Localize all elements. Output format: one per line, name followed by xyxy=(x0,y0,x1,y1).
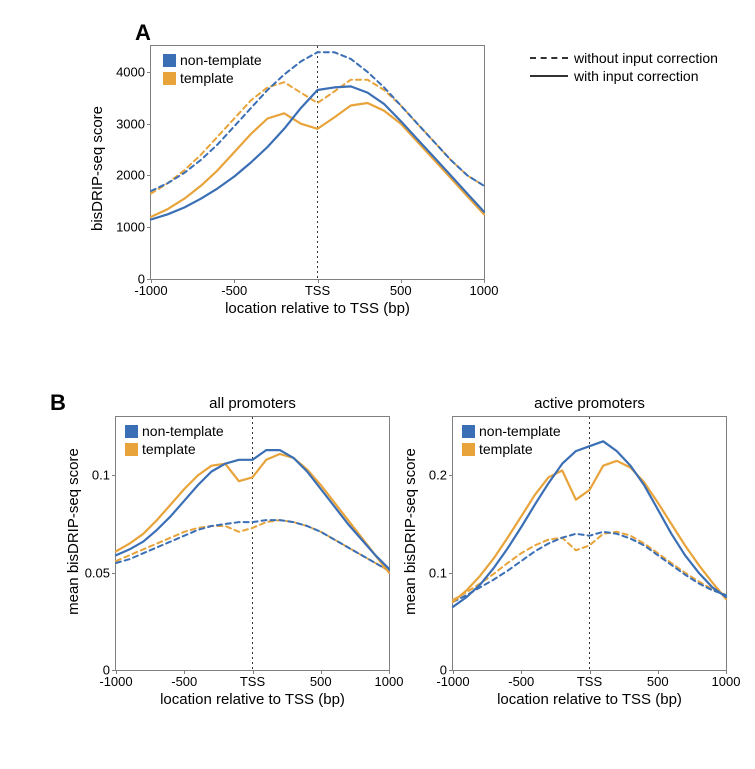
legend-label-non-template: non-template xyxy=(180,52,262,68)
chart-b-right-title: active promoters xyxy=(452,395,727,412)
ytick-label: 1000 xyxy=(116,220,145,235)
legend-swatch-template-bl xyxy=(125,443,138,456)
ytick-label: 0.2 xyxy=(429,468,447,483)
legend-bl-colors: non-template template xyxy=(125,423,224,459)
xtick-label: 1000 xyxy=(712,674,741,689)
panel-b-label: B xyxy=(50,390,66,416)
xtick-label: 500 xyxy=(310,674,332,689)
legend-label-template: template xyxy=(180,70,234,86)
xtick-label: -500 xyxy=(508,674,534,689)
legend-line-solid xyxy=(530,75,568,77)
xtick-label: -500 xyxy=(171,674,197,689)
xtick-label: 1000 xyxy=(375,674,404,689)
legend-label-template-br: template xyxy=(479,441,533,457)
ytick-label: 2000 xyxy=(116,168,145,183)
xtick-label: 500 xyxy=(647,674,669,689)
xtick-label: -500 xyxy=(221,283,247,298)
legend-a-colors: non-template template xyxy=(163,52,262,88)
ytick-label: 0.05 xyxy=(85,565,110,580)
xtick-label: 1000 xyxy=(470,283,499,298)
legend-label-without: without input correction xyxy=(574,50,718,66)
legend-br-colors: non-template template xyxy=(462,423,561,459)
chart-a-xlabel: location relative to TSS (bp) xyxy=(150,300,485,317)
ytick-label: 3000 xyxy=(116,116,145,131)
legend-linestyle: without input correction with input corr… xyxy=(530,50,718,86)
xtick-label: -1000 xyxy=(436,674,469,689)
legend-label-non-template-bl: non-template xyxy=(142,423,224,439)
chart-a-ylabel: bisDRIP-seq score xyxy=(89,106,106,231)
chart-b-left-xlabel: location relative to TSS (bp) xyxy=(115,691,390,708)
legend-label-with: with input correction xyxy=(574,68,699,84)
panel-a-label: A xyxy=(135,20,151,46)
xtick-label: -1000 xyxy=(134,283,167,298)
legend-swatch-template-br xyxy=(462,443,475,456)
legend-line-dashed xyxy=(530,57,568,59)
legend-swatch-non-template-br xyxy=(462,425,475,438)
chart-b-left-title: all promoters xyxy=(115,395,390,412)
ytick-label: 4000 xyxy=(116,64,145,79)
xtick-label: TSS xyxy=(577,674,602,689)
ytick-label: 0.1 xyxy=(429,565,447,580)
legend-swatch-non-template-bl xyxy=(125,425,138,438)
chart-b-left-ylabel: mean bisDRIP-seq score xyxy=(65,448,82,615)
chart-b-right-ylabel: mean bisDRIP-seq score xyxy=(402,448,419,615)
legend-swatch-template xyxy=(163,72,176,85)
xtick-label: 500 xyxy=(390,283,412,298)
legend-swatch-non-template xyxy=(163,54,176,67)
legend-label-non-template-br: non-template xyxy=(479,423,561,439)
chart-b-right-xlabel: location relative to TSS (bp) xyxy=(452,691,727,708)
xtick-label: TSS xyxy=(240,674,265,689)
xtick-label: TSS xyxy=(305,283,330,298)
legend-label-template-bl: template xyxy=(142,441,196,457)
ytick-label: 0.1 xyxy=(92,468,110,483)
xtick-label: -1000 xyxy=(99,674,132,689)
